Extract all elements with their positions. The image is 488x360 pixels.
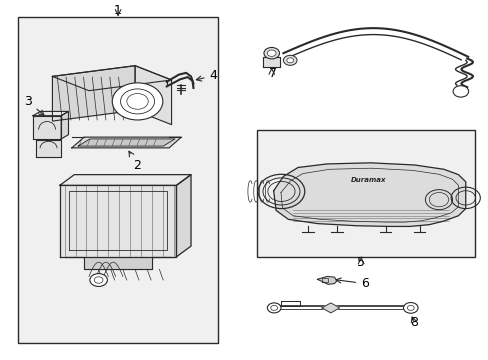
Text: 4: 4 — [196, 69, 217, 82]
Polygon shape — [317, 276, 336, 284]
Polygon shape — [64, 257, 171, 269]
Circle shape — [452, 86, 468, 97]
Polygon shape — [60, 175, 191, 185]
Circle shape — [94, 277, 103, 283]
Polygon shape — [273, 163, 465, 226]
Text: 7: 7 — [268, 67, 276, 80]
Circle shape — [264, 48, 279, 59]
Polygon shape — [60, 185, 176, 257]
Circle shape — [267, 303, 281, 313]
Polygon shape — [52, 66, 171, 91]
Polygon shape — [135, 66, 171, 125]
Circle shape — [90, 274, 107, 287]
Circle shape — [407, 305, 413, 310]
Circle shape — [403, 302, 417, 313]
Circle shape — [283, 55, 296, 65]
Circle shape — [270, 305, 277, 310]
Text: 5: 5 — [356, 256, 365, 269]
Text: 6: 6 — [335, 277, 368, 290]
Text: Duramax: Duramax — [350, 177, 386, 183]
Polygon shape — [72, 137, 181, 148]
Text: 3: 3 — [24, 95, 44, 115]
Circle shape — [112, 83, 163, 120]
Circle shape — [286, 58, 293, 63]
Polygon shape — [36, 140, 61, 157]
Polygon shape — [61, 111, 68, 139]
Polygon shape — [33, 111, 68, 116]
Polygon shape — [322, 303, 339, 313]
Polygon shape — [263, 57, 280, 67]
Circle shape — [267, 50, 276, 57]
Text: 8: 8 — [409, 316, 417, 329]
Circle shape — [120, 89, 154, 114]
Text: 2: 2 — [129, 151, 141, 172]
Polygon shape — [176, 175, 191, 257]
Text: 1: 1 — [114, 4, 122, 17]
Bar — [256, 130, 474, 257]
Polygon shape — [33, 116, 61, 139]
Polygon shape — [52, 66, 135, 121]
Polygon shape — [78, 139, 175, 146]
Circle shape — [126, 94, 148, 109]
Bar — [19, 18, 217, 342]
